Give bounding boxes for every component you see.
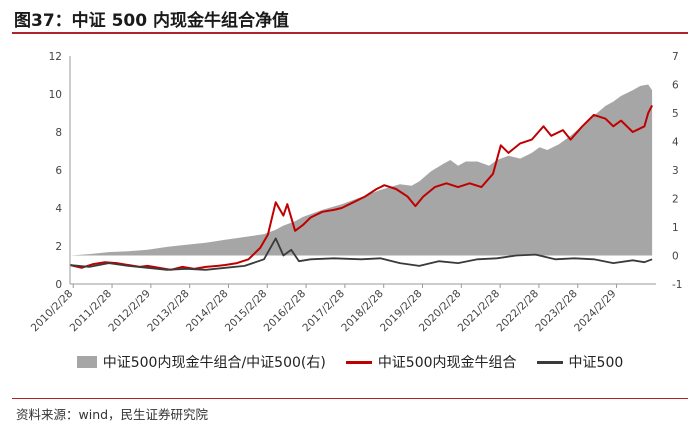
- y-right-tick-label: 2: [672, 194, 679, 206]
- y-right-tick-label: 4: [672, 137, 679, 149]
- title-divider: [12, 32, 688, 34]
- legend-label-ratio: 中证500内现金牛组合/中证500(右): [102, 355, 326, 371]
- y-right-tick-label: 7: [672, 51, 679, 63]
- y-left-tick-label: 4: [55, 203, 62, 215]
- series-line-portfolio: [69, 104, 653, 271]
- y-right-tick-label: 1: [672, 222, 679, 234]
- y-left-tick-label: 10: [49, 89, 62, 101]
- legend-swatch-dark-line-icon: [536, 360, 563, 364]
- chart-legend: 中证500内现金牛组合/中证500(右) 中证500内现金牛组合 中证500: [0, 352, 700, 372]
- y-right-tick-label: -1: [672, 279, 682, 291]
- y-left-tick-label: 8: [55, 127, 62, 139]
- source-note: 资料来源：wind，民生证券研究院: [16, 407, 209, 422]
- legend-item-ratio: 中证500内现金牛组合/中证500(右): [76, 352, 326, 372]
- lines-layer: [69, 104, 653, 271]
- legend-label-index: 中证500: [568, 355, 624, 371]
- y-left-tick-label: 2: [55, 241, 62, 253]
- y-left-tick-label: 0: [55, 279, 62, 291]
- legend-label-portfolio: 中证500内现金牛组合: [377, 355, 517, 371]
- legend-swatch-area-icon: [76, 356, 97, 368]
- ratio-area-layer: [70, 84, 653, 256]
- series-line-index: [69, 237, 653, 271]
- series-area-ratio: [70, 84, 653, 256]
- chart-title: 图37：中证 500 内现金牛组合净值: [14, 11, 289, 31]
- y-left-tick-label: 6: [55, 165, 62, 177]
- y-left-tick-label: 12: [49, 51, 62, 63]
- legend-item-index: 中证500: [536, 352, 624, 372]
- legend-item-portfolio: 中证500内现金牛组合: [345, 352, 517, 372]
- y-right-tick-label: 0: [672, 251, 679, 263]
- x-tick-label: 2024/2/29: [572, 288, 619, 335]
- nav-chart: 024681012-1012345672010/2/282011/2/28201…: [29, 51, 683, 335]
- y-right-tick-label: 6: [672, 80, 679, 92]
- legend-swatch-red-line-icon: [345, 360, 372, 364]
- y-right-tick-label: 3: [672, 165, 679, 177]
- y-right-tick-label: 5: [672, 108, 679, 120]
- source-divider: [12, 398, 688, 399]
